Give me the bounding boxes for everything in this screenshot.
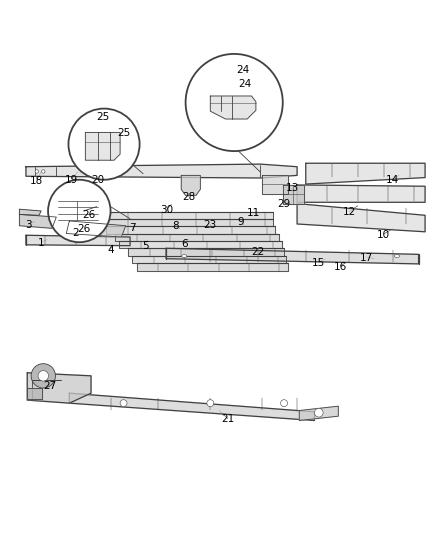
Text: 22: 22	[251, 247, 265, 257]
Polygon shape	[27, 388, 42, 399]
Polygon shape	[19, 214, 57, 228]
Ellipse shape	[394, 255, 399, 257]
Circle shape	[48, 180, 110, 242]
Circle shape	[281, 400, 287, 407]
Text: 21: 21	[221, 414, 234, 424]
Polygon shape	[181, 175, 200, 196]
Polygon shape	[132, 256, 286, 263]
Polygon shape	[297, 185, 425, 203]
Text: 25: 25	[117, 128, 130, 138]
Polygon shape	[85, 132, 120, 160]
Text: 7: 7	[129, 223, 135, 233]
Text: 30: 30	[160, 205, 173, 215]
Text: 24: 24	[238, 79, 252, 90]
Circle shape	[120, 400, 127, 407]
Text: 16: 16	[334, 262, 347, 271]
Text: 23: 23	[204, 220, 217, 230]
Polygon shape	[137, 263, 287, 271]
Polygon shape	[306, 163, 425, 184]
Circle shape	[38, 370, 49, 381]
Text: 4: 4	[107, 245, 114, 255]
Circle shape	[68, 109, 140, 180]
Text: 13: 13	[286, 183, 300, 193]
Polygon shape	[119, 241, 282, 248]
Polygon shape	[27, 373, 91, 403]
Polygon shape	[69, 393, 314, 421]
Text: 26: 26	[82, 211, 95, 220]
Polygon shape	[26, 235, 130, 246]
Text: 18: 18	[30, 175, 43, 185]
Text: 20: 20	[91, 175, 104, 185]
Text: 5: 5	[142, 241, 148, 251]
Polygon shape	[19, 209, 41, 215]
Text: 24: 24	[236, 65, 250, 75]
Text: 17: 17	[360, 253, 373, 263]
Polygon shape	[210, 96, 256, 119]
Polygon shape	[166, 248, 419, 264]
Ellipse shape	[42, 169, 45, 173]
Text: 19: 19	[65, 175, 78, 185]
Polygon shape	[262, 175, 288, 193]
Text: 10: 10	[377, 230, 390, 240]
Polygon shape	[283, 185, 304, 204]
Text: 29: 29	[277, 199, 291, 208]
Polygon shape	[297, 204, 425, 232]
Polygon shape	[26, 164, 297, 178]
Text: 14: 14	[386, 175, 399, 185]
Text: 8: 8	[172, 221, 179, 231]
Polygon shape	[106, 227, 276, 234]
Text: 12: 12	[343, 207, 356, 217]
Polygon shape	[106, 212, 273, 219]
Polygon shape	[106, 219, 273, 227]
Text: 27: 27	[43, 381, 57, 391]
Text: 26: 26	[77, 224, 90, 234]
Text: 1: 1	[38, 238, 44, 248]
Ellipse shape	[35, 169, 39, 173]
Circle shape	[31, 364, 56, 388]
Text: 2: 2	[73, 228, 79, 238]
Polygon shape	[299, 406, 338, 421]
Polygon shape	[115, 234, 279, 241]
Circle shape	[207, 400, 214, 407]
Text: 25: 25	[96, 112, 110, 122]
Ellipse shape	[182, 255, 187, 257]
Text: 6: 6	[181, 238, 187, 248]
Text: 11: 11	[247, 208, 260, 218]
Polygon shape	[128, 248, 284, 256]
Text: 15: 15	[312, 258, 325, 268]
Circle shape	[314, 408, 323, 417]
Text: 3: 3	[25, 220, 32, 230]
Text: 28: 28	[182, 192, 195, 202]
Circle shape	[186, 54, 283, 151]
Text: 9: 9	[237, 217, 244, 227]
Polygon shape	[66, 221, 126, 237]
